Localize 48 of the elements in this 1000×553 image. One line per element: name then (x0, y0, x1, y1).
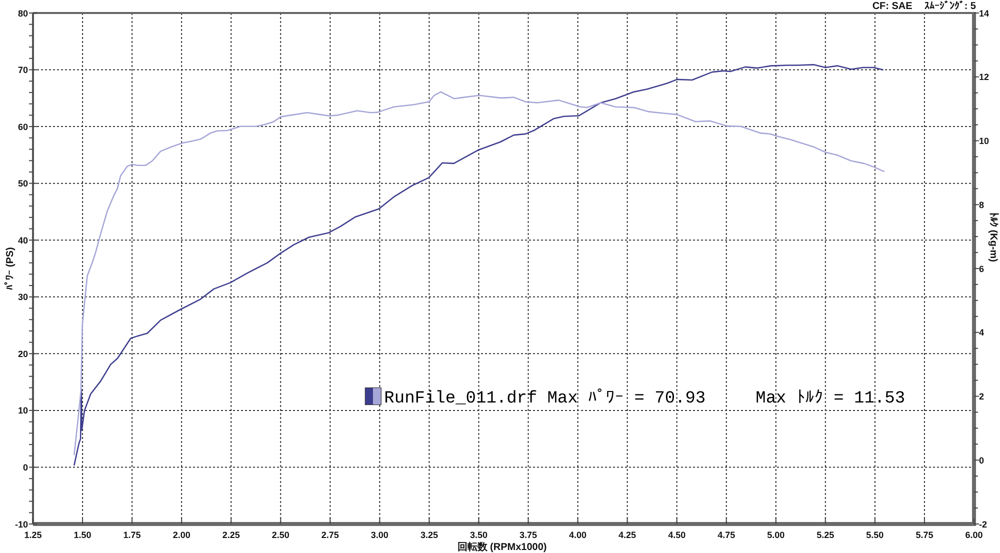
x-tick-label: 5.75 (916, 530, 934, 540)
y-tick-label: 20 (18, 348, 28, 359)
y2-axis-title: ﾄﾙｸ (Kg-m) (988, 212, 1000, 262)
x-tick-label: 1.75 (123, 530, 141, 540)
text: ｽﾑｰｼﾞﾝｸﾞ: 5 (924, 0, 976, 12)
text: CF: SAE (872, 1, 913, 12)
x-tick-label: 1.50 (74, 530, 92, 540)
x-tick-label: 3.75 (520, 530, 538, 540)
legend: RunFile_011.drf (364, 387, 538, 408)
x-tick-label: 5.00 (767, 530, 785, 540)
y2-tick-label: 6 (979, 264, 984, 274)
annotation: Max ﾄﾙｸ = 11.53 (756, 388, 906, 408)
y2-tick-label: -2 (979, 519, 988, 530)
y2-tick-label: 14 (979, 8, 990, 18)
x-tick-label: 3.25 (420, 530, 438, 540)
y-tick-label: 40 (18, 235, 28, 246)
y-tick-label: 60 (18, 122, 28, 132)
x-tick-label: 1.25 (24, 530, 42, 540)
x-tick-label: 2.00 (172, 530, 190, 540)
y-tick-label: 50 (18, 178, 28, 189)
x-tick-label: 2.50 (272, 530, 290, 540)
y2-tick-label: 8 (979, 200, 984, 210)
x-tick-label: 6.00 (965, 530, 983, 540)
y2-tick-label: 12 (979, 72, 990, 82)
y-tick-label: 10 (18, 406, 28, 416)
x-tick-label: 4.00 (569, 530, 587, 540)
y-tick-label: 70 (18, 65, 28, 76)
x-tick-label: 4.25 (618, 530, 636, 540)
y-axis-title: ﾊﾟﾜｰ (PS) (4, 247, 16, 290)
y-tick-label: 0 (22, 462, 28, 473)
annotation: Max ﾊﾟﾜｰ = 70.93 (547, 388, 706, 408)
x-tick-label: 4.75 (718, 530, 736, 540)
x-tick-label: 3.00 (370, 530, 388, 540)
x-tick-label: 4.50 (668, 530, 686, 540)
x-tick-label: 2.25 (222, 530, 240, 540)
legend-label: RunFile_011.drf (384, 389, 538, 408)
y2-tick-label: 2 (979, 392, 984, 402)
x-tick-label: 5.50 (866, 530, 884, 540)
y-tick-label: 30 (18, 292, 28, 302)
y-tick-label: -10 (14, 519, 28, 530)
x-axis-title: 回転数 (RPMx1000) (457, 541, 547, 553)
y-tick-label: 80 (18, 8, 28, 18)
x-tick-label: 2.75 (321, 530, 339, 540)
y2-tick-label: 0 (979, 455, 984, 466)
x-tick-label: 5.25 (816, 530, 834, 540)
y2-tick-label: 10 (979, 136, 990, 146)
x-tick-label: 3.50 (470, 530, 488, 540)
y2-tick-label: 4 (979, 328, 984, 338)
